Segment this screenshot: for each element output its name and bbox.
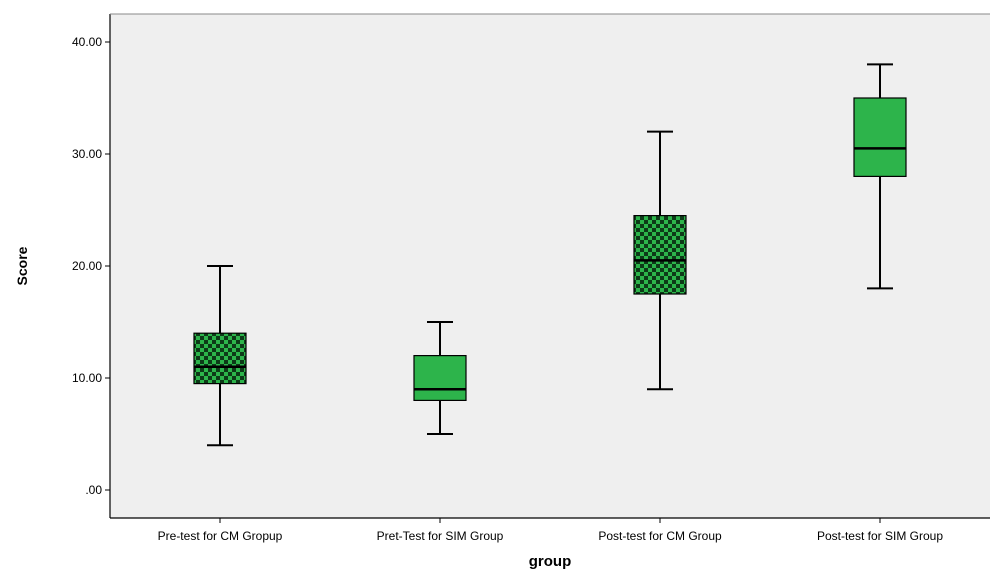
y-axis-title: Score — [14, 246, 30, 285]
iqr-box — [633, 215, 687, 295]
y-axis-ticks: .00 10.00 20.00 30.00 40.00 — [72, 35, 110, 497]
x-axis-ticks: Pre-test for CM Gropup Pret-Test for SIM … — [158, 518, 943, 543]
iqr-box — [193, 332, 247, 385]
plot-area — [110, 14, 990, 518]
x-tick-label: Post-test for CM Group — [598, 529, 722, 543]
y-tick-label: 20.00 — [72, 259, 102, 273]
box-1 — [193, 265, 247, 447]
x-axis-title: group — [529, 553, 572, 569]
y-tick-label: 40.00 — [72, 35, 102, 49]
y-tick-label: 30.00 — [72, 147, 102, 161]
box-2 — [413, 321, 467, 435]
box-3 — [633, 130, 687, 391]
box-4 — [853, 63, 907, 290]
x-tick-label: Post-test for SIM Group — [817, 529, 943, 543]
x-tick-label: Pret-Test for SIM Group — [377, 529, 504, 543]
x-tick-label: Pre-test for CM Gropup — [158, 529, 283, 543]
boxes-group — [193, 63, 907, 447]
y-tick-label: .00 — [85, 483, 102, 497]
iqr-box — [853, 97, 907, 178]
y-tick-label: 10.00 — [72, 371, 102, 385]
iqr-box — [413, 355, 467, 402]
